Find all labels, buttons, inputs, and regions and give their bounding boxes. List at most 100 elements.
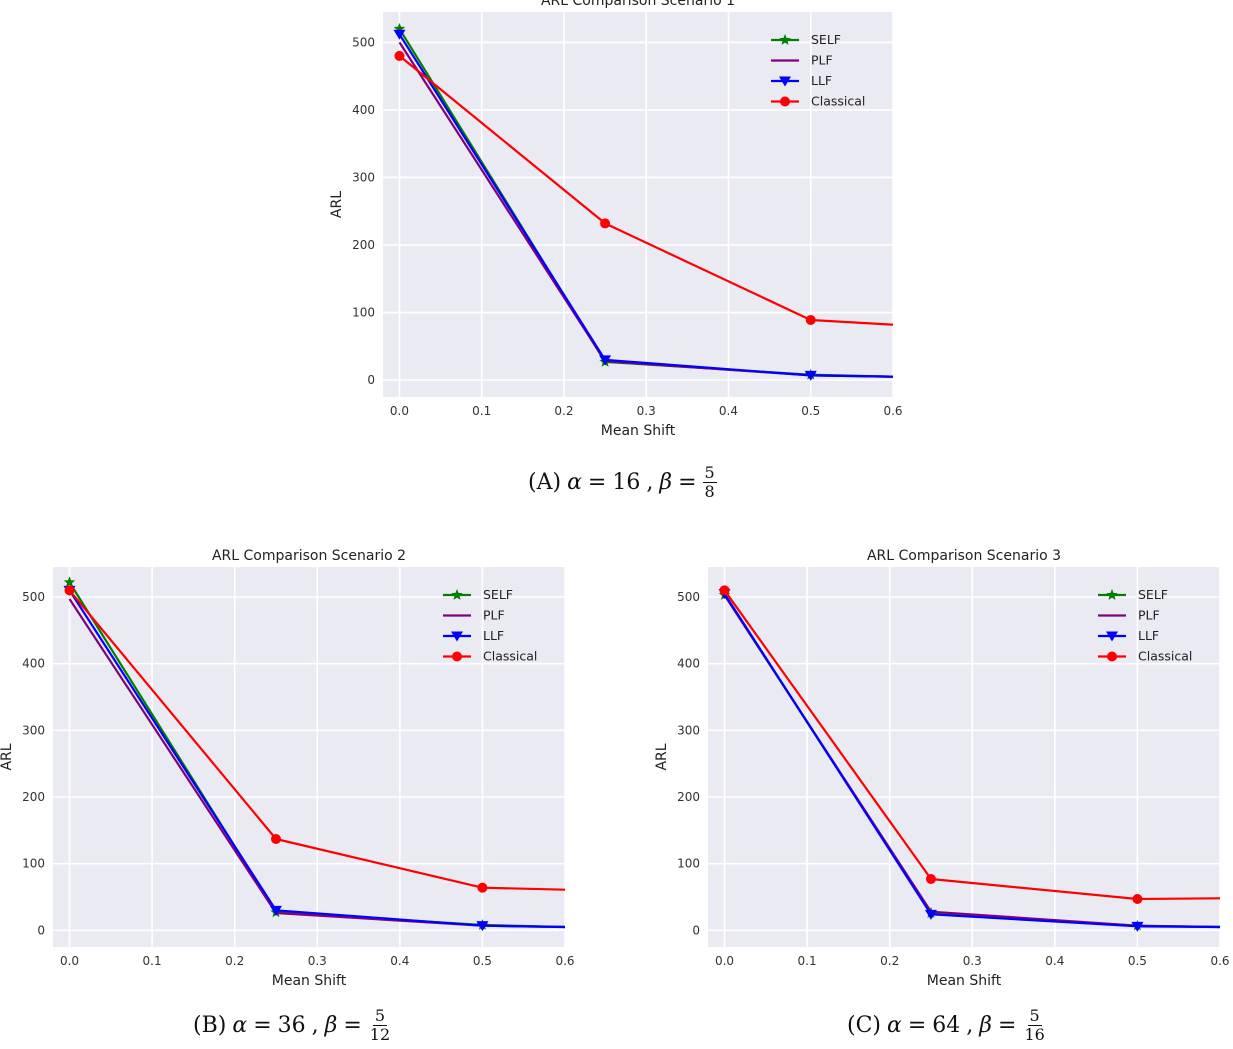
caption-c: (C) α = 64, β = 5 16 bbox=[847, 1006, 1045, 1044]
y-axis-label: ARL bbox=[329, 191, 345, 218]
x-tick-label: 0.6 bbox=[555, 954, 574, 968]
caption-alpha: 16 bbox=[612, 470, 641, 495]
legend-label: Classical bbox=[1138, 649, 1192, 664]
y-tick-label: 200 bbox=[22, 790, 45, 804]
legend-label: SELF bbox=[483, 587, 513, 602]
data-point bbox=[477, 882, 488, 893]
x-tick-label: 0.5 bbox=[473, 954, 492, 968]
legend-label: LLF bbox=[811, 73, 832, 88]
legend-label: PLF bbox=[811, 53, 833, 68]
x-tick-label: 0.4 bbox=[1045, 954, 1064, 968]
legend: SELF PLF LLF Classical bbox=[1098, 587, 1192, 664]
legend-marker bbox=[779, 34, 791, 45]
x-tick-label: 0.1 bbox=[472, 404, 491, 418]
caption-letter: (C) bbox=[847, 1013, 881, 1038]
caption-alpha: 64 bbox=[932, 1013, 961, 1038]
legend-marker bbox=[1106, 589, 1118, 600]
y-tick-label: 400 bbox=[22, 657, 45, 671]
data-point bbox=[805, 315, 816, 325]
series-classical bbox=[719, 585, 1220, 904]
caption-beta-fraction: 5 12 bbox=[369, 1006, 391, 1044]
plot-area bbox=[383, 12, 893, 397]
plot-area bbox=[53, 567, 565, 947]
legend-label: PLF bbox=[1138, 608, 1160, 623]
x-tick-label: 0.4 bbox=[390, 954, 409, 968]
x-tick-label: 0.3 bbox=[963, 954, 982, 968]
data-point bbox=[719, 585, 730, 596]
data-point bbox=[393, 29, 406, 40]
legend-label: Classical bbox=[811, 94, 865, 109]
x-tick-label: 0.3 bbox=[308, 954, 327, 968]
y-tick-label: 0 bbox=[692, 923, 700, 937]
x-tick-label: 0.2 bbox=[880, 954, 899, 968]
legend-marker bbox=[1107, 651, 1117, 662]
caption-alpha: 36 bbox=[277, 1013, 306, 1038]
data-point bbox=[1131, 921, 1144, 932]
y-tick-label: 200 bbox=[352, 238, 375, 252]
legend-label: SELF bbox=[811, 32, 841, 47]
caption-letter: (B) bbox=[193, 1013, 227, 1038]
legend-label: LLF bbox=[483, 628, 504, 643]
legend-label: SELF bbox=[1138, 587, 1168, 602]
y-tick-label: 500 bbox=[677, 590, 700, 604]
series-line-llf bbox=[398, 33, 893, 378]
data-point bbox=[600, 218, 611, 229]
y-tick-label: 200 bbox=[677, 790, 700, 804]
y-tick-label: 100 bbox=[22, 857, 45, 871]
data-point bbox=[1132, 894, 1143, 904]
data-point bbox=[394, 50, 405, 61]
x-tick-label: 0.2 bbox=[554, 404, 573, 418]
legend-label: Classical bbox=[483, 649, 537, 664]
chart-title: ARL Comparison Scenario 2 bbox=[212, 548, 406, 564]
legend-marker bbox=[451, 631, 463, 642]
y-tick-label: 0 bbox=[37, 923, 45, 937]
x-tick-label: 0.4 bbox=[719, 404, 738, 418]
chart-a: 0.0 0.1 0.2 0.3 0.4 0.5 0.6 0 100 200 300 400 500 ARL… bbox=[329, 0, 903, 439]
caption-a: (A) α = 16, β = 5 8 bbox=[528, 463, 717, 501]
data-point bbox=[64, 585, 75, 596]
series-line-llf bbox=[68, 589, 565, 929]
y-tick-label: 0 bbox=[367, 373, 375, 387]
x-tick-label: 0.2 bbox=[225, 954, 244, 968]
series-line-classical bbox=[723, 589, 1220, 901]
y-tick-label: 500 bbox=[352, 35, 375, 49]
caption-beta-fraction: 5 8 bbox=[702, 463, 717, 501]
x-tick-label: 0.0 bbox=[390, 404, 409, 418]
y-tick-label: 400 bbox=[352, 103, 375, 117]
y-tick-label: 500 bbox=[22, 590, 45, 604]
data-point bbox=[270, 834, 281, 844]
legend-marker bbox=[451, 589, 463, 600]
series-layer bbox=[63, 576, 565, 932]
x-tick-label: 0.1 bbox=[143, 954, 162, 968]
data-point bbox=[804, 370, 817, 381]
data-point bbox=[269, 905, 282, 916]
y-tick-label: 300 bbox=[677, 723, 700, 737]
x-tick-label: 0.1 bbox=[798, 954, 817, 968]
legend-marker bbox=[779, 76, 791, 87]
chart-b: 0.0 0.1 0.2 0.3 0.4 0.5 0.6 0 100 200 300 400 500 ARL… bbox=[0, 548, 575, 989]
caption-beta-fraction: 5 16 bbox=[1024, 1006, 1045, 1044]
x-tick-label: 0.0 bbox=[715, 954, 734, 968]
data-point bbox=[393, 22, 406, 34]
y-tick-label: 400 bbox=[677, 657, 700, 671]
caption-letter: (A) bbox=[528, 470, 562, 495]
series-classical bbox=[64, 585, 565, 893]
legend-label: LLF bbox=[1138, 628, 1159, 643]
plot-area bbox=[708, 567, 1220, 947]
legend-marker bbox=[1106, 631, 1118, 642]
series-layer bbox=[718, 585, 1220, 932]
data-point bbox=[924, 909, 937, 920]
x-tick-label: 0.5 bbox=[801, 404, 820, 418]
chart-c: 0.0 0.1 0.2 0.3 0.4 0.5 0.6 0 100 200 300 400 500 ARL… bbox=[654, 548, 1230, 989]
data-point bbox=[925, 874, 936, 884]
data-point bbox=[63, 576, 76, 588]
chart-title: ARL Comparison Scenario 3 bbox=[867, 548, 1061, 564]
chart-panel-c: 0.0 0.1 0.2 0.3 0.4 0.5 0.6 0 100 200 300 400 500 ARL… bbox=[654, 535, 1233, 989]
x-tick-label: 0.0 bbox=[60, 954, 79, 968]
caption-b: (B) α = 36, β = 5 12 bbox=[193, 1006, 391, 1044]
y-tick-label: 100 bbox=[352, 306, 375, 320]
legend-marker bbox=[452, 651, 462, 662]
chart-panel-a: 0.0 0.1 0.2 0.3 0.4 0.5 0.6 0 100 200 300 400 500 ARL… bbox=[320, 0, 910, 450]
legend-marker bbox=[780, 96, 790, 107]
x-axis-label: Mean Shift bbox=[927, 973, 1002, 985]
